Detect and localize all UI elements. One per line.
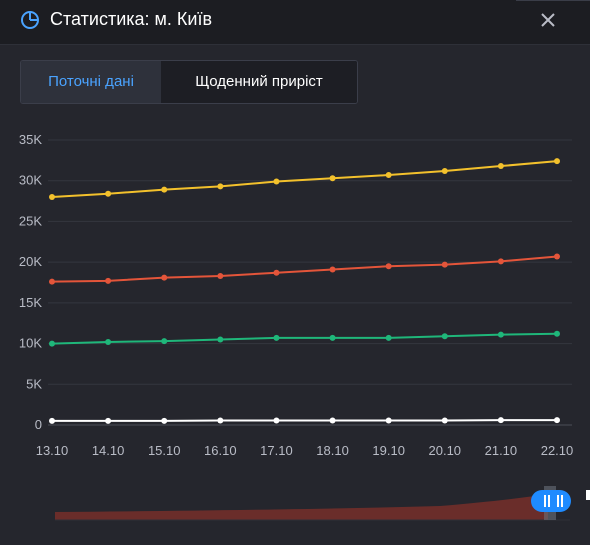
series-point[interactable] <box>554 158 560 165</box>
series-line-3 <box>52 419 557 422</box>
panel-title: Статистика: м. Київ <box>50 9 213 29</box>
series-point[interactable] <box>217 336 224 343</box>
header-top-line <box>516 0 590 1</box>
series-point[interactable] <box>105 190 112 197</box>
panel-header: Статистика: м. Київ <box>0 0 590 45</box>
series-point[interactable] <box>329 417 336 424</box>
range-navigator[interactable] <box>0 472 590 532</box>
x-tick-label: 14.10 <box>92 443 125 458</box>
y-tick-label: 30K <box>19 173 42 188</box>
series-point[interactable] <box>105 277 112 284</box>
y-tick-label: 35K <box>19 132 42 147</box>
y-tick-label: 10K <box>19 336 42 351</box>
pie-chart-icon <box>21 11 39 29</box>
x-tick-label: 15.10 <box>148 443 181 458</box>
series-point[interactable] <box>441 333 448 340</box>
x-tick-label: 18.10 <box>316 443 349 458</box>
navigator-handle[interactable] <box>531 490 571 512</box>
series-point[interactable] <box>441 261 448 268</box>
close-icon[interactable] <box>536 8 560 32</box>
series-point[interactable] <box>385 334 392 341</box>
series-point[interactable] <box>273 269 280 276</box>
navigator-right-edge <box>586 490 590 500</box>
x-tick-label: 16.10 <box>204 443 237 458</box>
y-tick-label: 25K <box>19 213 42 228</box>
series-point[interactable] <box>217 183 224 190</box>
series-point[interactable] <box>385 172 392 179</box>
series-point[interactable] <box>385 417 392 424</box>
series-point[interactable] <box>497 417 504 424</box>
tab-current-data[interactable]: Поточні дані <box>21 61 161 103</box>
y-tick-label: 20K <box>19 254 42 269</box>
x-tick-label: 19.10 <box>372 443 405 458</box>
tab-bar: Поточні дані Щоденний приріст <box>20 60 358 104</box>
series-point[interactable] <box>217 272 224 279</box>
series-point[interactable] <box>329 175 336 182</box>
navigator-series-area <box>55 494 548 520</box>
y-tick-label: 5K <box>26 376 42 391</box>
series-point[interactable] <box>273 417 280 424</box>
line-chart: 0 5K 10K 15K 20K 25K 30K 35K 13.10 14.10 15.10 16.1… <box>19 132 574 458</box>
x-tick-label: 20.10 <box>429 443 462 458</box>
tab-daily-growth[interactable]: Щоденний приріст <box>161 61 357 103</box>
series-point[interactable] <box>441 167 448 174</box>
series-point[interactable] <box>329 334 336 341</box>
series-point[interactable] <box>49 278 55 285</box>
x-tick-label: 17.10 <box>260 443 293 458</box>
series-point[interactable] <box>385 263 392 270</box>
series-point[interactable] <box>441 417 448 424</box>
series-point[interactable] <box>49 340 55 347</box>
series-point[interactable] <box>497 163 504 170</box>
series-point[interactable] <box>273 178 280 185</box>
series-point[interactable] <box>273 334 280 341</box>
series-point[interactable] <box>329 266 336 273</box>
x-tick-label: 13.10 <box>36 443 69 458</box>
x-tick-label: 22.10 <box>541 443 574 458</box>
series-line-1 <box>51 255 558 283</box>
series-point[interactable] <box>49 417 55 424</box>
y-tick-label: 15K <box>19 295 42 310</box>
y-tick-label: 0 <box>35 417 42 432</box>
series-point[interactable] <box>161 338 168 345</box>
series-point[interactable] <box>161 417 168 424</box>
series-point[interactable] <box>497 331 504 338</box>
x-tick-label: 21.10 <box>485 443 518 458</box>
series-point[interactable] <box>217 417 224 424</box>
series-point[interactable] <box>497 258 504 265</box>
series-point[interactable] <box>554 417 560 424</box>
series-point[interactable] <box>554 330 560 337</box>
series-point[interactable] <box>49 194 55 200</box>
series-line-2 <box>51 332 558 345</box>
series-point[interactable] <box>161 186 168 193</box>
series-line-0 <box>51 160 558 198</box>
series-point[interactable] <box>554 253 560 260</box>
series-point[interactable] <box>105 338 112 345</box>
series-point[interactable] <box>105 417 112 424</box>
series-point[interactable] <box>161 274 168 281</box>
